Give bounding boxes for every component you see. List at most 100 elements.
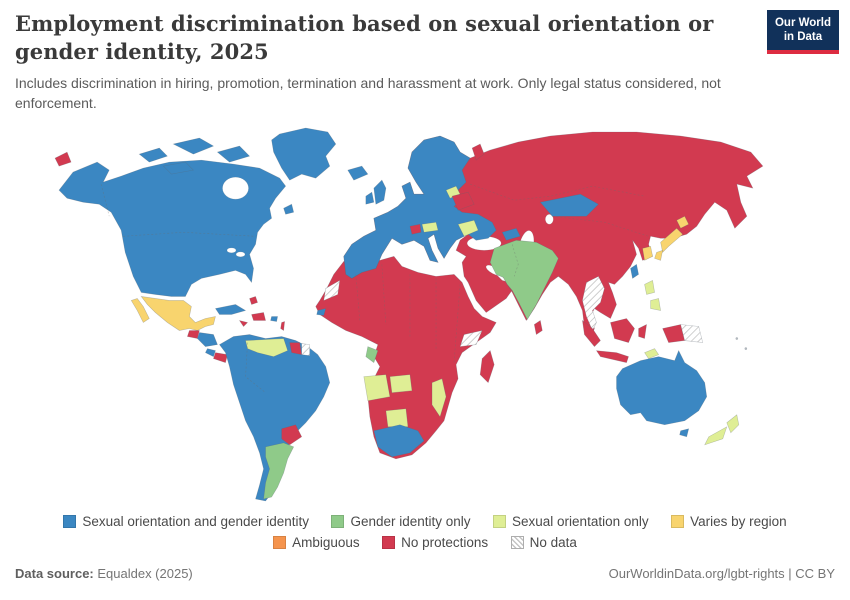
country-australia[interactable]	[616, 349, 708, 426]
country-canada-united-states[interactable]	[58, 159, 286, 297]
legend-label-no-data: No data	[529, 535, 577, 550]
country-jamaica[interactable]	[238, 320, 249, 327]
country-costa-rica[interactable]	[205, 348, 216, 357]
country-south-africa[interactable]	[373, 424, 425, 458]
country-philippines-mindanao[interactable]	[650, 298, 661, 311]
country-guinea-bissau[interactable]	[316, 308, 327, 316]
region-africa-mainland[interactable]	[315, 256, 497, 460]
map-legend: Sexual orientation and gender identity G…	[0, 511, 850, 553]
country-belarus[interactable]	[451, 191, 475, 211]
hudson-bay	[222, 176, 249, 200]
world-map[interactable]	[42, 124, 806, 510]
country-canada-arctic-island[interactable]	[138, 147, 168, 163]
world-map-canvas[interactable]	[42, 124, 806, 510]
country-russia-novaya-zemlya[interactable]	[471, 143, 485, 161]
country-botswana[interactable]	[385, 408, 409, 428]
country-mongolia[interactable]	[539, 193, 599, 217]
great-lakes	[226, 247, 237, 254]
country-new-zealand-south[interactable]	[704, 426, 728, 446]
country-austria[interactable]	[421, 221, 439, 233]
legend-item-no-data[interactable]: No data	[510, 532, 577, 553]
country-ireland[interactable]	[365, 191, 375, 205]
legend-item-varies-by-region[interactable]: Varies by region	[671, 511, 787, 532]
country-canada-arctic-island[interactable]	[162, 161, 194, 175]
legend-label-sogi: Sexual orientation and gender identity	[82, 514, 310, 529]
legend-swatch-varies-by-region	[671, 515, 685, 528]
country-indonesia-sumatra[interactable]	[582, 319, 601, 347]
country-zambia[interactable]	[389, 374, 413, 393]
country-canada-arctic-island[interactable]	[216, 145, 251, 163]
country-puerto-rico[interactable]	[270, 316, 278, 322]
region-europe[interactable]	[343, 135, 497, 279]
country-timor-leste[interactable]	[644, 348, 660, 359]
legend-item-ambiguous[interactable]: Ambiguous	[273, 532, 360, 553]
country-panama[interactable]	[213, 352, 228, 363]
aral-sea	[545, 213, 554, 225]
legend-swatch-sogi	[63, 515, 77, 528]
chart-header: Employment discrimination based on sexua…	[15, 10, 740, 113]
country-iceland[interactable]	[347, 165, 369, 181]
country-borders	[100, 183, 649, 393]
chart-subtitle: Includes discrimination in hiring, promo…	[15, 74, 721, 112]
country-philippines-luzon[interactable]	[644, 279, 655, 295]
border-pakistan-india	[511, 244, 519, 277]
pacific-island-dot	[744, 347, 748, 350]
country-bahamas[interactable]	[249, 296, 258, 305]
country-lesser-antilles[interactable]	[280, 321, 285, 332]
legend-row-2: Ambiguous No protections No data	[0, 532, 850, 553]
country-japan-kyushu[interactable]	[654, 249, 663, 261]
country-australia-tasmania[interactable]	[679, 428, 690, 438]
country-india-pakistan-nepal[interactable]	[489, 240, 559, 321]
country-gabon[interactable]	[365, 346, 379, 364]
country-japan-hokkaido[interactable]	[676, 215, 690, 229]
country-canada-arctic-island[interactable]	[172, 137, 215, 155]
country-new-zealand-north[interactable]	[726, 414, 740, 434]
country-mozambique[interactable]	[431, 378, 447, 418]
country-western-sahara[interactable]	[323, 279, 341, 301]
country-thailand[interactable]	[582, 276, 605, 332]
legend-item-sogi[interactable]: Sexual orientation and gender identity	[63, 511, 309, 532]
country-mexico-baja[interactable]	[130, 298, 150, 323]
country-honduras-nicaragua[interactable]	[197, 332, 218, 347]
country-sri-lanka[interactable]	[533, 320, 543, 336]
country-mexico[interactable]	[140, 296, 216, 331]
country-ethiopia[interactable]	[459, 330, 483, 347]
country-indonesia-sulawesi[interactable]	[638, 324, 647, 339]
data-source-label: Data source:	[15, 566, 94, 581]
legend-item-no-protections[interactable]: No protections	[382, 532, 488, 553]
legend-item-gender-identity-only[interactable]: Gender identity only	[331, 511, 471, 532]
country-papua-new-guinea[interactable]	[680, 324, 704, 343]
country-paraguay[interactable]	[281, 424, 303, 446]
pacific-island-dot	[735, 337, 739, 340]
legend-label-gender-identity-only: Gender identity only	[350, 514, 471, 529]
country-indonesia-java[interactable]	[595, 350, 629, 363]
legend-item-sexual-orientation-only[interactable]: Sexual orientation only	[493, 511, 649, 532]
country-united-kingdom[interactable]	[373, 179, 387, 205]
country-angola[interactable]	[363, 374, 391, 402]
country-suriname[interactable]	[301, 343, 310, 356]
chart-footer: Data source: Equaldex (2025) OurWorldinD…	[15, 566, 835, 581]
country-russia-chukotka-wrap[interactable]	[54, 151, 72, 167]
country-south-korea[interactable]	[642, 245, 653, 261]
country-georgia[interactable]	[501, 227, 521, 241]
data-source: Data source: Equaldex (2025)	[15, 566, 193, 581]
country-romania[interactable]	[457, 219, 479, 237]
legend-swatch-gender-identity-only	[331, 515, 345, 528]
country-taiwan[interactable]	[630, 263, 639, 279]
legend-swatch-sexual-orientation-only	[493, 515, 507, 528]
country-guyana[interactable]	[289, 342, 303, 355]
country-argentina[interactable]	[263, 442, 295, 500]
owid-logo[interactable]: Our World in Data	[766, 10, 839, 54]
country-greenland[interactable]	[271, 127, 337, 181]
country-indonesia-borneo[interactable]	[610, 318, 635, 343]
country-newfoundland[interactable]	[283, 203, 294, 215]
country-switzerland[interactable]	[409, 223, 422, 235]
chart-title: Employment discrimination based on sexua…	[15, 11, 714, 64]
country-haiti-dominican-republic[interactable]	[251, 312, 266, 321]
country-cuba[interactable]	[215, 304, 247, 315]
country-madagascar[interactable]	[479, 350, 495, 384]
owid-link[interactable]: OurWorldinData.org/lgbt-rights | CC BY	[608, 566, 835, 581]
region-eurasia	[343, 131, 764, 340]
country-venezuela[interactable]	[245, 338, 288, 357]
